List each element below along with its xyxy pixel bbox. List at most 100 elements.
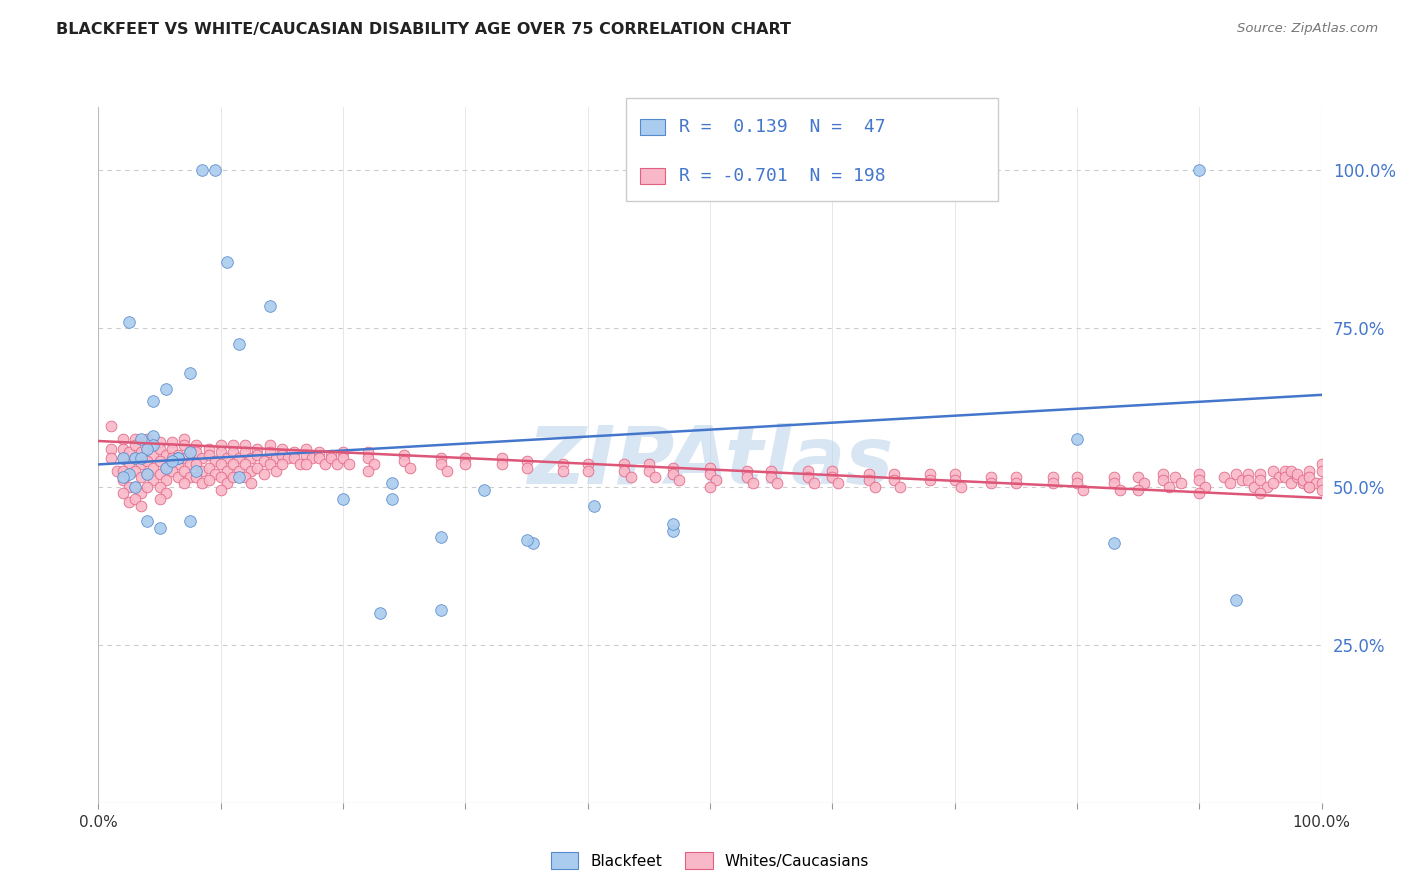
Point xyxy=(222,458,245,472)
Point xyxy=(149,467,172,481)
Point xyxy=(204,163,226,178)
Point xyxy=(149,492,172,507)
Point xyxy=(943,467,966,481)
Point xyxy=(179,444,201,458)
Point xyxy=(582,499,605,513)
Point xyxy=(1310,458,1333,472)
Point xyxy=(699,460,721,475)
Point xyxy=(228,470,250,484)
Point xyxy=(1108,483,1130,497)
Point xyxy=(179,514,201,528)
Point xyxy=(980,470,1002,484)
Point xyxy=(209,470,232,484)
Point xyxy=(186,438,208,452)
Point xyxy=(430,458,453,472)
Point xyxy=(179,366,201,380)
Point xyxy=(222,444,245,458)
Point xyxy=(228,337,250,351)
Point xyxy=(142,460,165,475)
Point xyxy=(111,451,134,466)
Point xyxy=(290,458,312,472)
Point xyxy=(1004,476,1026,491)
Point xyxy=(1292,476,1315,491)
Point xyxy=(222,470,245,484)
Point xyxy=(1102,476,1125,491)
Point xyxy=(430,451,453,466)
Point xyxy=(252,467,274,481)
Point xyxy=(1237,467,1260,481)
Point xyxy=(920,473,942,487)
Point xyxy=(454,458,477,472)
Point xyxy=(136,467,159,481)
Point xyxy=(270,448,294,462)
Point xyxy=(399,460,422,475)
Point xyxy=(160,454,183,468)
Point xyxy=(246,448,269,462)
Point xyxy=(111,442,134,456)
Point xyxy=(142,429,165,443)
Point xyxy=(179,470,201,484)
Point xyxy=(1188,486,1211,500)
Point xyxy=(173,464,195,478)
Point xyxy=(240,451,263,466)
Point xyxy=(392,454,416,468)
Point xyxy=(363,458,385,472)
Point xyxy=(1274,464,1296,478)
Point xyxy=(704,473,727,487)
Point xyxy=(1042,476,1064,491)
Point xyxy=(332,451,354,466)
Point xyxy=(191,476,214,491)
Point xyxy=(191,464,214,478)
Point xyxy=(1102,470,1125,484)
Point xyxy=(1128,470,1150,484)
Point xyxy=(735,464,758,478)
Point xyxy=(803,476,825,491)
Point xyxy=(368,606,391,620)
Point xyxy=(167,470,190,484)
Point xyxy=(186,464,208,478)
Point xyxy=(314,458,336,472)
Point xyxy=(332,492,354,507)
Point xyxy=(283,444,305,458)
Point xyxy=(295,448,318,462)
Point xyxy=(766,476,789,491)
Point xyxy=(111,464,134,478)
Point xyxy=(1286,467,1309,481)
Point xyxy=(204,454,226,468)
Point xyxy=(215,255,238,269)
Point xyxy=(1298,479,1320,493)
Text: R = -0.701  N = 198: R = -0.701 N = 198 xyxy=(679,167,886,185)
Point xyxy=(980,476,1002,491)
Point xyxy=(142,448,165,462)
Point xyxy=(889,479,911,493)
Point xyxy=(124,451,146,466)
Point xyxy=(259,438,281,452)
Point xyxy=(326,458,349,472)
Point xyxy=(662,517,685,532)
Point xyxy=(515,460,537,475)
Point xyxy=(301,451,323,466)
Point xyxy=(100,419,122,434)
Point xyxy=(283,451,305,466)
Point xyxy=(240,476,263,491)
Point xyxy=(797,464,820,478)
Point xyxy=(191,451,214,466)
Point xyxy=(179,444,201,458)
Point xyxy=(522,536,544,550)
Point xyxy=(209,444,232,458)
Point xyxy=(252,454,274,468)
Point xyxy=(1310,464,1333,478)
Point xyxy=(204,467,226,481)
Point xyxy=(186,444,208,458)
Point xyxy=(136,479,159,493)
Point xyxy=(155,473,177,487)
Point xyxy=(124,464,146,478)
Point xyxy=(308,444,330,458)
Point xyxy=(197,473,219,487)
Legend: Blackfeet, Whites/Caucasians: Blackfeet, Whites/Caucasians xyxy=(544,847,876,875)
Point xyxy=(1225,467,1247,481)
Point xyxy=(228,464,250,478)
Point xyxy=(1268,470,1291,484)
Text: ZIPAtlas: ZIPAtlas xyxy=(527,423,893,501)
Point xyxy=(1164,470,1187,484)
